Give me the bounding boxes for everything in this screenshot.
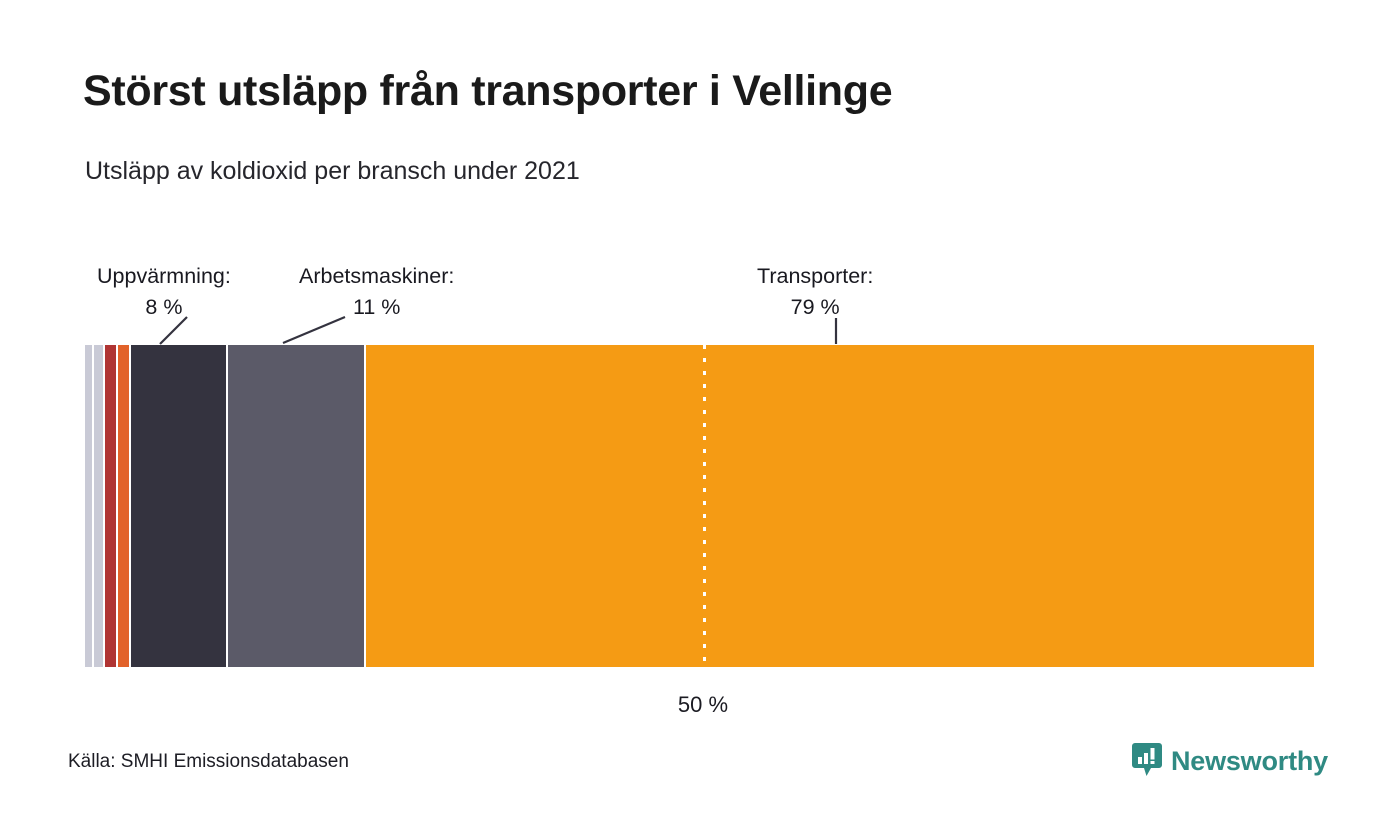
- bar-segment-avfall[interactable]: [85, 345, 92, 667]
- page-title: Störst utsläpp från transporter i Vellin…: [83, 67, 893, 115]
- bar-chart-speech-bubble-icon: [1131, 743, 1162, 776]
- bar-segment-egen-uppvarmning[interactable]: [91, 345, 104, 667]
- chart-subtitle: Utsläpp av koldioxid per bransch under 2…: [85, 157, 580, 185]
- annotation-label: Uppvärmning:: [97, 264, 231, 288]
- annotation-value: 8 %: [145, 294, 183, 319]
- annotation-label: Arbetsmaskiner:: [299, 264, 455, 288]
- annotation-arbetsmaskiner: Arbetsmaskiner: 11 %: [299, 261, 454, 322]
- annotation-transporter: Transporter: 79 %: [757, 261, 873, 322]
- reference-line-label: 50 %: [677, 692, 729, 717]
- bar-segment-arbetsmaskiner[interactable]: [226, 345, 364, 667]
- bar-segment-uppvarmning[interactable]: [129, 345, 227, 667]
- bar-segment-transporter[interactable]: [363, 345, 1314, 667]
- annotation-value: 11 %: [352, 294, 401, 319]
- logo-wordmark: Newsworthy: [1170, 745, 1328, 776]
- annotation-label: Transporter:: [757, 264, 874, 288]
- annotation-uppvarmning: Uppvärmning: 8 %: [97, 261, 231, 322]
- source-note: Källa: SMHI Emissionsdatabasen: [68, 751, 349, 772]
- annotation-value: 79 %: [790, 294, 840, 319]
- newsworthy-logo[interactable]: Newsworthy: [1131, 742, 1328, 780]
- stacked-bar: [85, 345, 1314, 667]
- bar-segment-industri-rod[interactable]: [103, 345, 116, 667]
- reference-line-50: [703, 345, 706, 667]
- bar-segment-industri-orange[interactable]: [115, 345, 130, 667]
